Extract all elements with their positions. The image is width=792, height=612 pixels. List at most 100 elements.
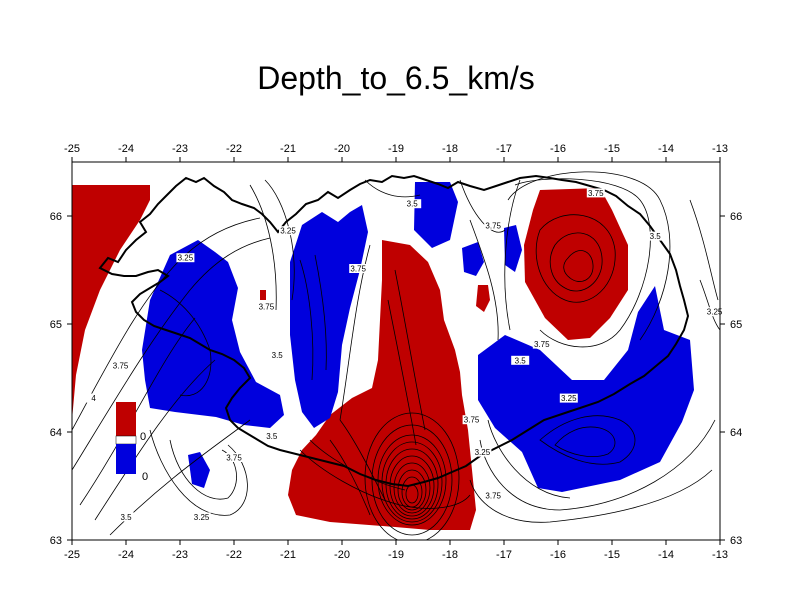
lon-tick-label: -15 [604,143,620,155]
red-region-northwest [72,185,150,420]
contour-line [699,279,720,331]
red-region-small [476,285,490,312]
contour-label: 3.5 [266,432,278,441]
contour-line [539,415,636,465]
contour-label: 3.5 [650,232,662,241]
contour-line [249,184,277,311]
contour-label: 3.5 [515,356,527,365]
contour-label: 3.25 [194,513,210,522]
contour-line [554,426,616,457]
contour-label-bg [279,226,297,236]
coastline [98,174,690,488]
contour-line [389,455,435,517]
contour-line [459,179,506,233]
contour-label-bg [117,512,135,522]
blue-region-central-north [290,205,368,428]
lat-tick-label: 63 [730,535,742,547]
lat-tick-label: 65 [730,319,742,331]
lat-tick-label: 66 [50,211,62,223]
map-axes: -25 -25 -24 -24 -23 -23 -22 -22 -21 -21 -20 -20 -19 -… [50,143,743,561]
contour-label-bg [484,220,503,230]
contour-line [397,469,427,511]
blue-regions [142,182,694,492]
lat-tick-label: 63 [50,535,62,547]
contour-label: 3.75 [113,362,129,371]
lon-tick-label: -18 [442,143,458,155]
contour-line [387,299,417,446]
contour-label: 4 [91,394,96,403]
lon-tick-label: -17 [496,143,512,155]
contour-label: 3.75 [226,454,242,463]
contour-line [72,237,271,471]
blue-region-southwest [188,452,210,488]
lat-tick-label: 65 [50,319,62,331]
contour-label-bg [225,453,243,462]
contour-line [339,419,386,501]
contour-line [364,179,421,198]
blue-region-north-bay [414,182,458,248]
red-region-northeast [524,188,628,340]
contour-line [393,462,431,514]
contour-label: 3.25 [475,448,491,457]
contour-label-bg [484,490,503,500]
contour-label: 3.75 [534,340,550,349]
contour-label-bg [646,231,665,241]
lon-tick-label: -25 [64,549,80,561]
contour-line [364,412,460,540]
contour-line [469,469,713,523]
contour-line [479,419,716,511]
blue-region-north-small [462,242,484,276]
contour-line [264,179,295,301]
contour-label-bg [257,301,276,311]
blue-region-north-small-2 [504,225,522,272]
lon-tick-label: -13 [712,143,728,155]
contour-label-bg [349,264,368,273]
lon-tick-label: -14 [658,549,674,561]
contour-line [549,232,603,292]
blue-region-west [142,240,284,428]
contour-line [689,199,719,301]
contour-label-bg [176,253,195,263]
contour-label: 3.25 [280,227,296,236]
lat-tick-label: 64 [730,427,742,439]
blue-region-east [478,286,694,492]
contour-label-bg [84,393,103,403]
contour-line [394,269,426,431]
contour-label: 3.75 [464,416,480,425]
lon-tick-label: -16 [550,143,566,155]
lon-tick-label: -15 [604,549,620,561]
contour-label-bg [511,355,530,365]
contour-label-bg [462,415,481,425]
contour-label-bg [559,393,578,403]
lon-tick-label: -16 [550,549,566,561]
contour-line [487,419,571,499]
contour-label: 3.75 [259,302,275,311]
legend-blue-swatch [116,444,136,474]
lon-tick-label: -18 [442,549,458,561]
contour-line [329,439,371,516]
contour-label-bg [192,512,211,522]
red-dot-west [260,290,266,300]
lon-tick-label: -24 [118,549,134,561]
contour-line [401,476,423,508]
contour-label-bg [262,431,281,441]
lat-tick-label: 64 [50,427,62,439]
contour-line [563,250,594,282]
contour-label: 3.75 [350,265,366,274]
contour-line [504,179,521,331]
lon-tick-label: -14 [658,143,674,155]
lon-tick-label: -20 [334,549,350,561]
contour-line [514,178,651,348]
contour-line [169,439,237,500]
contour-line [94,359,216,521]
lon-tick-label: -21 [280,143,296,155]
lon-tick-label: -25 [64,143,80,155]
contour-label: 3.75 [588,189,604,198]
contour-label: 3.75 [485,491,501,500]
contour-line [299,449,471,509]
lon-tick-label: -24 [118,143,134,155]
lon-tick-label: -22 [226,549,242,561]
contour-label: 3.25 [707,308,723,317]
color-legend: 0 0 [115,402,148,483]
